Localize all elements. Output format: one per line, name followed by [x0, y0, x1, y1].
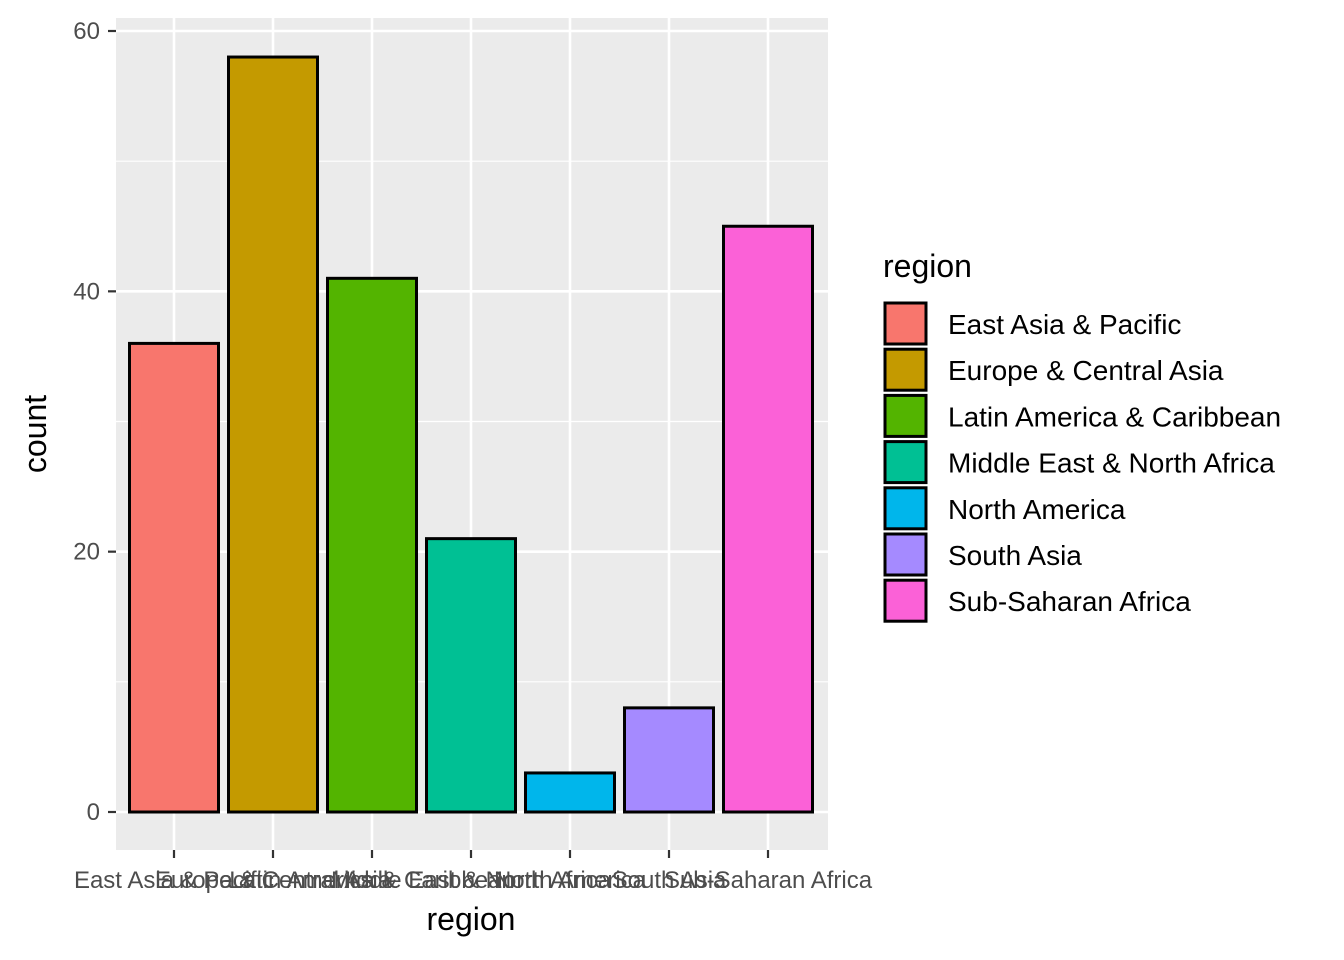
legend-key-east-asia-and-pacific	[883, 301, 928, 346]
legend: region East Asia & Pacific Europe & Centr…	[883, 248, 1281, 623]
legend-label: East Asia & Pacific	[948, 309, 1181, 340]
x-axis-title: region	[427, 901, 516, 937]
x-tick-label: North America	[494, 867, 647, 894]
x-tick-label: East Asia & Pacific	[74, 867, 274, 894]
legend-title: region	[883, 248, 972, 284]
bar-south-asia	[623, 706, 715, 814]
x-tick-label: Europe & Central Asia	[155, 867, 392, 894]
legend-key-latin-america-and-caribbean	[883, 393, 928, 438]
legend-label: Europe & Central Asia	[948, 355, 1224, 386]
legend-label: North America	[948, 494, 1126, 525]
y-tick-label: 0	[87, 799, 100, 826]
x-tick-label: Latin America & Caribbean	[229, 867, 515, 894]
bar-north-america	[524, 771, 616, 814]
legend-label: South Asia	[948, 540, 1082, 571]
bars	[128, 55, 814, 814]
bar-europe-and-central-asia	[227, 55, 319, 814]
legend-key-north-america	[883, 486, 928, 531]
legend-label: Sub-Saharan Africa	[948, 586, 1191, 617]
bar-east-asia-and-pacific	[128, 341, 220, 814]
bar-sub-saharan-africa	[722, 224, 814, 814]
y-axis: 0 20 40 60	[73, 18, 116, 826]
legend-key-sub-saharan-africa	[883, 578, 928, 623]
y-tick-label: 40	[73, 278, 100, 305]
x-tick-label: South Asia	[612, 867, 727, 894]
x-tick-label: Sub-Saharan Africa	[664, 867, 873, 894]
legend-label: Latin America & Caribbean	[948, 401, 1281, 432]
y-tick-label: 60	[73, 18, 100, 45]
legend-key-europe-and-central-asia	[883, 347, 928, 392]
bar-middle-east-and-north-africa	[425, 537, 517, 814]
x-tick-label: Middle East & North Africa	[331, 867, 612, 894]
legend-key-middle-east-and-north-africa	[883, 440, 928, 485]
bar-latin-america-and-caribbean	[326, 276, 418, 814]
y-axis-title: count	[17, 395, 53, 473]
legend-key-south-asia	[883, 532, 928, 577]
y-tick-label: 20	[73, 539, 100, 566]
legend-label: Middle East & North Africa	[948, 448, 1275, 479]
